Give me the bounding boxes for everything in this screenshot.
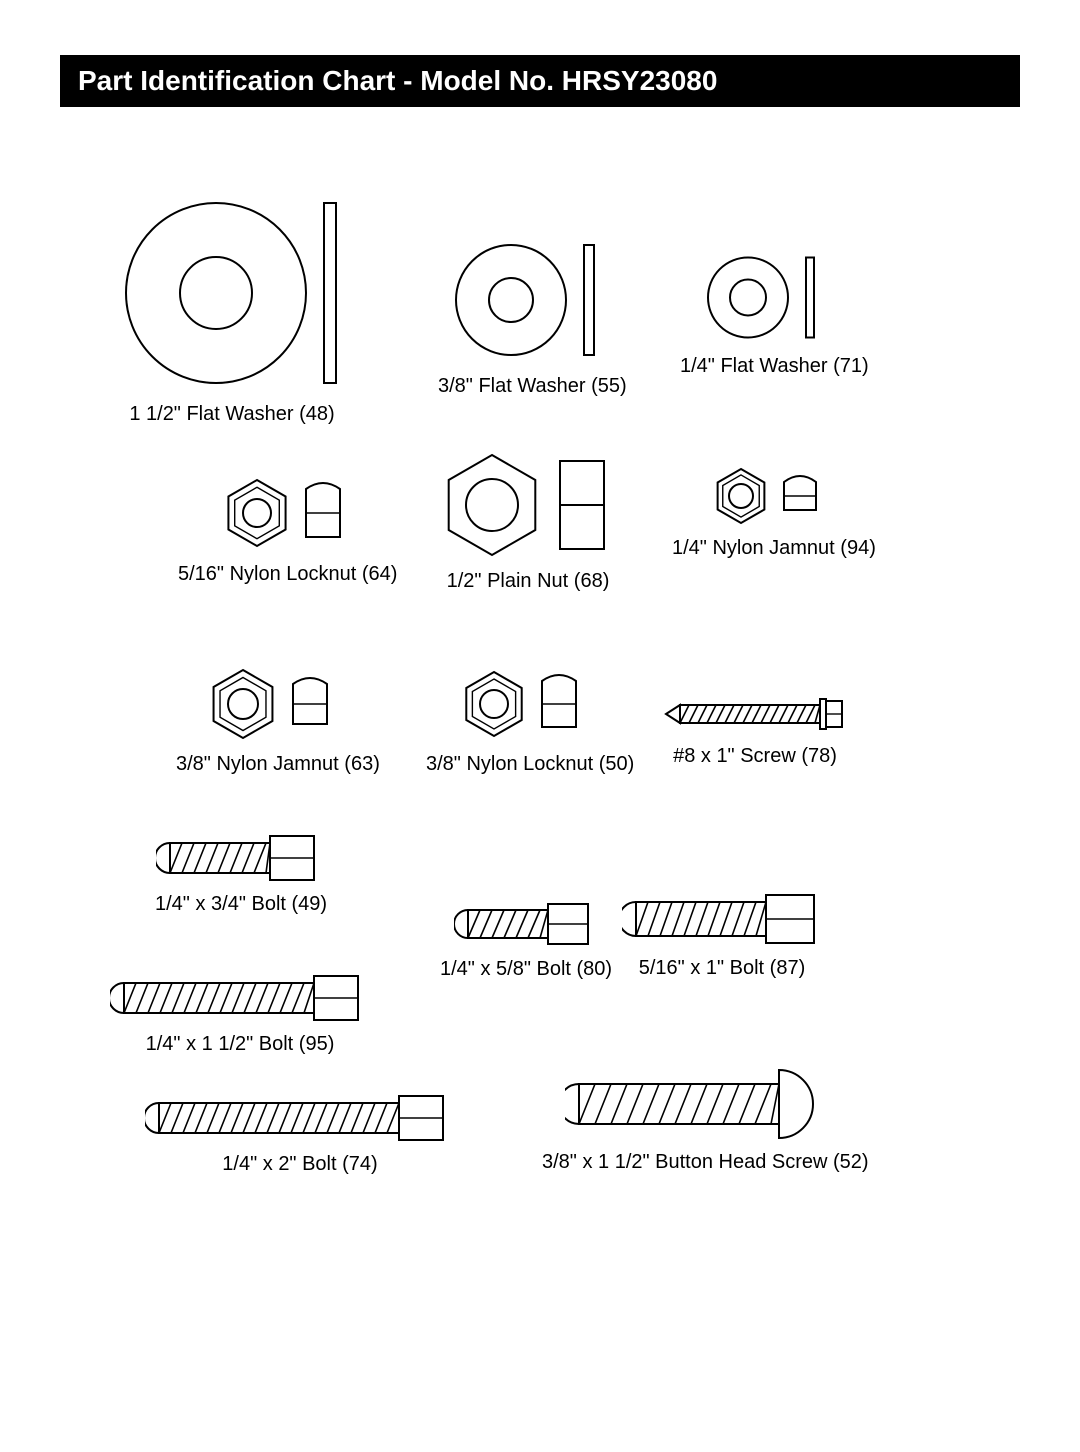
part-washer-1-4: 1/4" Flat Washer (71) <box>680 250 869 378</box>
jamnut-3-8-label: 3/8" Nylon Jamnut (63) <box>176 753 380 776</box>
bolt-1-4x1-1-2-label: 1/4" x 1 1/2" Bolt (95) <box>146 1033 335 1056</box>
part-washer-1-1-2: 1 1/2" Flat Washer (48) <box>122 193 342 426</box>
bolt-1-4x5-8-icon <box>454 900 599 948</box>
locknut-3-8-label: 3/8" Nylon Locknut (50) <box>426 753 634 776</box>
part-bolt-1-4x3-4: 1/4" x 3/4" Bolt (49) <box>155 833 327 916</box>
button-screw-icon <box>565 1067 845 1141</box>
part-bolt-1-4x5-8: 1/4" x 5/8" Bolt (80) <box>440 900 612 981</box>
page-title: Part Identification Chart - Model No. HR… <box>78 65 717 96</box>
jamnut-1-4-label: 1/4" Nylon Jamnut (94) <box>672 537 876 560</box>
part-jamnut-1-4: 1/4" Nylon Jamnut (94) <box>672 465 876 560</box>
part-screw-8x1: #8 x 1" Screw (78) <box>660 693 850 768</box>
washer-1-1-2-icon <box>122 193 342 393</box>
jamnut-1-4-icon <box>710 465 838 527</box>
washer-1-4-icon <box>704 250 844 345</box>
button-screw-label: 3/8" x 1 1/2" Button Head Screw (52) <box>542 1151 869 1174</box>
bolt-1-4x1-1-2-icon <box>110 973 370 1023</box>
bolt-1-4x5-8-label: 1/4" x 5/8" Bolt (80) <box>440 958 612 981</box>
bolt-1-4x3-4-label: 1/4" x 3/4" Bolt (49) <box>155 893 327 916</box>
bolt-5-16x1-label: 5/16" x 1" Bolt (87) <box>639 957 806 980</box>
bolt-1-4x3-4-icon <box>156 833 326 883</box>
locknut-5-16-label: 5/16" Nylon Locknut (64) <box>178 563 397 586</box>
part-button-screw: 3/8" x 1 1/2" Button Head Screw (52) <box>542 1067 869 1174</box>
plainnut-1-2-label: 1/2" Plain Nut (68) <box>447 570 610 593</box>
plainnut-1-2-icon <box>438 450 618 560</box>
part-washer-3-8: 3/8" Flat Washer (55) <box>438 235 627 398</box>
washer-3-8-label: 3/8" Flat Washer (55) <box>438 375 627 398</box>
locknut-5-16-icon <box>220 473 355 553</box>
bolt-1-4x2-label: 1/4" x 2" Bolt (74) <box>222 1153 377 1176</box>
part-locknut-3-8: 3/8" Nylon Locknut (50) <box>426 665 634 776</box>
part-jamnut-3-8: 3/8" Nylon Jamnut (63) <box>176 665 380 776</box>
part-locknut-5-16: 5/16" Nylon Locknut (64) <box>178 473 397 586</box>
part-bolt-1-4x2: 1/4" x 2" Bolt (74) <box>145 1093 455 1176</box>
washer-3-8-icon <box>452 235 612 365</box>
washer-1-1-2-label: 1 1/2" Flat Washer (48) <box>129 403 334 426</box>
bolt-1-4x2-icon <box>145 1093 455 1143</box>
bolt-5-16x1-icon <box>622 891 822 947</box>
screw-8x1-icon <box>660 693 850 735</box>
washer-1-4-label: 1/4" Flat Washer (71) <box>680 355 869 378</box>
title-bar: Part Identification Chart - Model No. HR… <box>60 55 1020 107</box>
part-bolt-5-16x1: 5/16" x 1" Bolt (87) <box>622 891 822 980</box>
part-plainnut-1-2: 1/2" Plain Nut (68) <box>438 450 618 593</box>
part-bolt-1-4x1-1-2: 1/4" x 1 1/2" Bolt (95) <box>110 973 370 1056</box>
jamnut-3-8-icon <box>205 665 350 743</box>
screw-8x1-label: #8 x 1" Screw (78) <box>673 745 837 768</box>
locknut-3-8-icon <box>458 665 603 743</box>
